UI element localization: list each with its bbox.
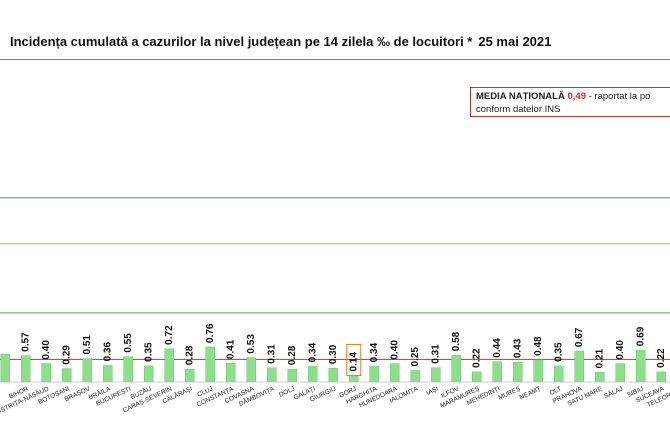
data-label: 0.35 <box>554 342 565 362</box>
data-label: 0.44 <box>492 338 503 358</box>
bar <box>533 359 543 383</box>
bar <box>185 368 195 383</box>
bar <box>267 367 277 383</box>
bar <box>554 365 564 383</box>
data-label: 0.28 <box>185 345 196 365</box>
data-label: 0.69 <box>636 326 647 346</box>
data-label: 0.36 <box>103 342 114 362</box>
bar <box>21 355 31 383</box>
data-label: 0.72 <box>164 325 175 345</box>
annotation-line2: conform datelor INS <box>476 104 561 115</box>
category-label: OLT <box>549 385 563 396</box>
bar <box>615 363 625 383</box>
bar <box>123 356 133 383</box>
bar <box>656 371 666 383</box>
data-label: 0.31 <box>267 344 278 364</box>
data-label: 0.53 <box>246 334 257 354</box>
data-label: 0.76 <box>205 323 216 343</box>
bar <box>205 346 215 383</box>
data-label: 0.43 <box>513 338 524 358</box>
bar <box>369 366 379 383</box>
data-label: 0.40 <box>41 340 52 360</box>
data-label: 0.67 <box>574 327 585 347</box>
highlight-box <box>346 344 362 377</box>
bar <box>595 372 605 383</box>
annotation-label: MEDIA NAȚIONALĂ <box>476 91 565 102</box>
data-label: 0.21 <box>595 348 606 368</box>
data-label: 0.58 <box>451 331 462 351</box>
category-label: SĂLAJ <box>602 384 624 401</box>
data-label: 0.57 <box>21 332 32 352</box>
data-label: 0.35 <box>144 342 155 362</box>
chart-title-text: Incidența cumulată a cazurilor la nivel … <box>10 34 473 49</box>
chart-date: 25 mai 2021 <box>478 34 552 49</box>
bar <box>328 367 338 383</box>
bar <box>472 371 482 383</box>
data-label: 0.34 <box>369 342 380 362</box>
bar <box>41 363 51 383</box>
annotation-text: - raportat la po <box>588 91 651 102</box>
chart-title: Incidența cumulată a cazurilor la nivel … <box>10 34 551 49</box>
category-label: IAȘI <box>425 385 439 397</box>
data-label: 0.30 <box>328 344 339 364</box>
bar <box>492 361 502 383</box>
bar <box>103 365 113 383</box>
data-label: 0.31 <box>431 344 442 364</box>
data-label: 0.34 <box>308 342 319 362</box>
data-label: 0.40 <box>615 340 626 360</box>
data-label: 0.40 <box>390 340 401 360</box>
bar <box>226 362 236 383</box>
data-label: 0.25 <box>410 347 421 367</box>
bar <box>308 366 318 383</box>
bar <box>0 354 10 383</box>
bar <box>62 368 72 383</box>
bar <box>451 355 461 383</box>
bar <box>144 365 154 383</box>
data-label: 0.14 <box>349 352 360 372</box>
annotation-value: 0,49 <box>567 91 586 102</box>
bar <box>513 361 523 383</box>
bar <box>431 367 441 383</box>
bar <box>410 370 420 383</box>
category-label: MUREȘ <box>497 385 522 402</box>
bar <box>636 349 646 383</box>
bar <box>574 350 584 383</box>
data-label: 0.22 <box>656 348 667 368</box>
bar <box>164 348 174 383</box>
category-label: NEAMȚ <box>519 385 543 401</box>
data-label: 0.55 <box>123 333 134 353</box>
bar <box>390 363 400 383</box>
data-label: 0.22 <box>472 348 483 368</box>
bar <box>349 375 359 383</box>
data-label: 0.48 <box>533 336 544 356</box>
data-label: 0.28 <box>287 345 298 365</box>
bar <box>82 358 92 383</box>
bar <box>246 357 256 383</box>
national-average-annotation: MEDIA NAȚIONALĂ 0,49 - raportat la po co… <box>470 87 670 117</box>
bar <box>287 368 297 383</box>
data-label: 0.41 <box>226 339 237 359</box>
data-label: 0.51 <box>82 335 93 355</box>
data-label: 0.29 <box>62 345 73 365</box>
